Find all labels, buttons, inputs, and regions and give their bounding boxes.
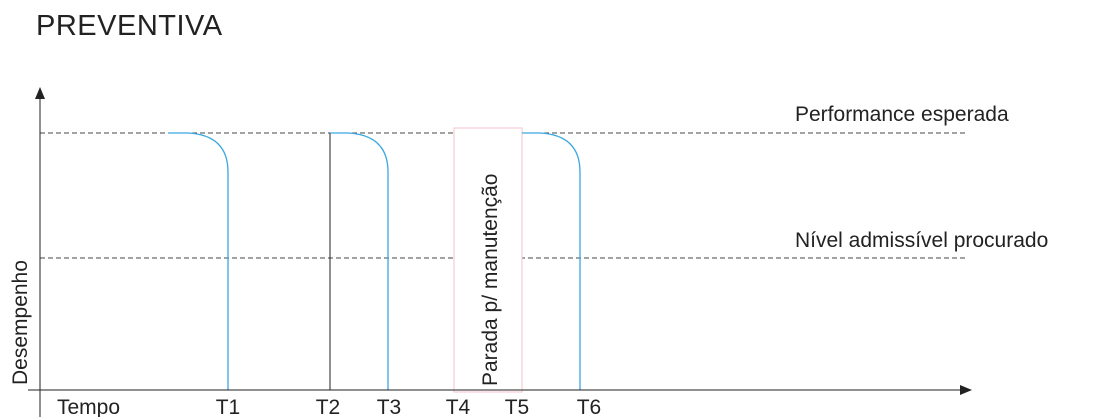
y-axis-arrow xyxy=(35,87,45,99)
maintenance-box xyxy=(453,127,523,393)
x-axis-label: Tempo xyxy=(57,396,120,417)
time-mark-t2: T2 xyxy=(316,396,341,417)
time-mark-t3: T3 xyxy=(377,396,402,417)
decay-curve-1 xyxy=(168,132,229,390)
x-axis-arrow xyxy=(960,385,972,395)
time-mark-t6: T6 xyxy=(577,396,602,417)
maintenance-label: Parada p/ manutenção xyxy=(479,174,502,386)
decay-curve-2 xyxy=(330,132,389,390)
time-mark-t4: T4 xyxy=(446,396,471,417)
diagram-title: PREVENTIVA xyxy=(36,10,223,42)
time-mark-t1: T1 xyxy=(216,396,241,417)
expected-performance-label: Performance esperada xyxy=(795,103,1009,126)
decay-curve-3 xyxy=(522,132,581,390)
time-mark-t5: T5 xyxy=(505,396,530,417)
y-axis-label: Desempenho xyxy=(9,260,32,385)
admissible-level-label: Nível admissível procurado xyxy=(795,229,1048,252)
